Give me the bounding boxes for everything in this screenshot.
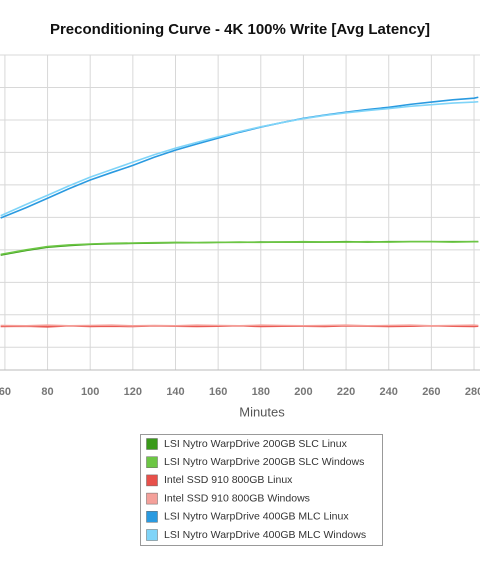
series-line bbox=[0, 240, 479, 256]
legend-swatch bbox=[146, 456, 158, 468]
legend-swatch bbox=[146, 511, 158, 523]
series-line bbox=[0, 96, 479, 219]
x-tick-label: 60 bbox=[0, 386, 11, 398]
x-tick-label: 140 bbox=[166, 386, 184, 398]
x-tick-label: 260 bbox=[422, 386, 440, 398]
legend-swatch bbox=[146, 529, 158, 541]
series-line bbox=[0, 240, 479, 256]
x-tick-label: 160 bbox=[209, 386, 227, 398]
legend-label: Intel SSD 910 800GB Windows bbox=[164, 492, 310, 504]
legend-swatch bbox=[146, 474, 158, 487]
legend-label: Intel SSD 910 800GB Linux bbox=[164, 474, 293, 486]
legend-label: LSI Nytro WarpDrive 400GB MLC Windows bbox=[164, 529, 366, 541]
legend-swatch bbox=[146, 492, 158, 505]
legend-label: LSI Nytro WarpDrive 200GB SLC Linux bbox=[164, 438, 348, 450]
legend-label: LSI Nytro WarpDrive 400GB MLC Linux bbox=[164, 511, 349, 523]
x-tick-label: 180 bbox=[252, 386, 270, 398]
legend-label: LSI Nytro WarpDrive 200GB SLC Windows bbox=[164, 456, 364, 468]
x-tick-label: 80 bbox=[41, 386, 53, 398]
x-tick-label: 220 bbox=[337, 386, 355, 398]
legend-box bbox=[140, 434, 383, 546]
chart-title: Preconditioning Curve - 4K 100% Write [A… bbox=[50, 21, 430, 38]
x-tick-label: 280 bbox=[465, 386, 480, 398]
x-tick-label: 100 bbox=[81, 386, 99, 398]
x-tick-label: 240 bbox=[380, 386, 398, 398]
legend-swatch bbox=[146, 438, 158, 450]
x-tick-label: 120 bbox=[124, 386, 142, 398]
series-line bbox=[0, 100, 479, 217]
x-tick-label: 200 bbox=[294, 386, 312, 398]
x-axis-label: Minutes bbox=[239, 404, 285, 419]
series-line bbox=[0, 324, 479, 327]
